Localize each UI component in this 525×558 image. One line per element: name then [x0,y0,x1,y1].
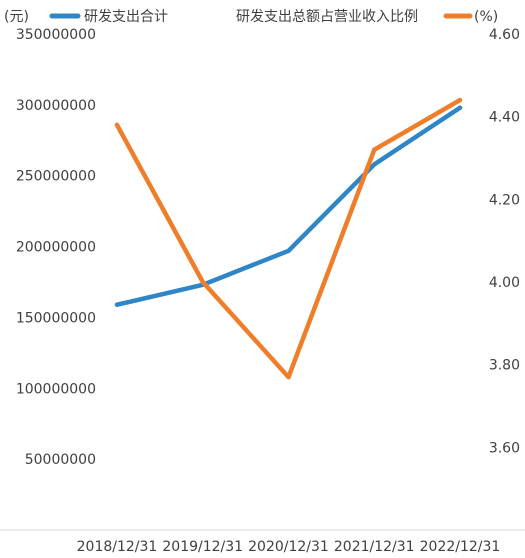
x-axis-tick-label: 2020/12/31 [248,539,329,555]
x-axis-tick-label: 2018/12/31 [77,539,158,555]
x-axis-tick-label: 2019/12/31 [162,539,243,555]
left-axis-tick-label: 50000000 [25,452,96,468]
x-axis-tick-label: 2022/12/31 [420,539,501,555]
series-1-line [114,105,463,307]
left-axis-tick-label: 150000000 [16,310,96,326]
right-axis-tick-label: 4.20 [489,192,520,208]
left-axis-unit-label: (元) [4,9,29,25]
series-2 [114,97,463,380]
series-lines [114,97,463,380]
series-2-point [457,97,463,103]
right-axis-tick-label: 4.40 [489,110,520,126]
left-axis-tick-label: 100000000 [16,381,96,397]
right-axis-unit-label: (%) [474,9,498,25]
left-axis-tick-label: 200000000 [16,240,96,256]
series-1-point [286,248,291,254]
x-axis: 2018/12/31 2019/12/31 2020/12/31 2021/12/31… [77,539,501,555]
left-axis-tick-label: 250000000 [16,169,96,185]
series-2-point [200,279,205,285]
x-axis-tick-label: 2021/12/31 [334,539,415,555]
series-1-point [457,105,463,110]
legend: (元) 研发支出合计 研发支出总额占营业收入比例 (%) [4,9,498,25]
series-2-point [286,374,291,380]
left-axis-tick-label: 350000000 [16,27,96,43]
right-axis-tick-label: 4.60 [489,27,520,43]
right-axis: 4.60 4.40 4.20 4.00 3.80 3.60 [489,27,520,456]
right-axis-tick-label: 4.00 [489,275,520,291]
series-2-point [372,147,377,152]
series-1-point [372,162,377,167]
series-2-point [114,122,120,128]
legend-label-series-1: 研发支出合计 [84,9,168,25]
right-axis-tick-label: 3.80 [489,358,520,374]
legend-label-series-2: 研发支出总额占营业收入比例 [236,9,418,25]
left-axis-tick-label: 300000000 [16,98,96,114]
left-axis: 350000000 300000000 250000000 200000000 1500… [16,27,96,468]
right-axis-tick-label: 3.60 [489,440,520,456]
series-1 [114,105,463,307]
series-1-point [114,302,120,307]
